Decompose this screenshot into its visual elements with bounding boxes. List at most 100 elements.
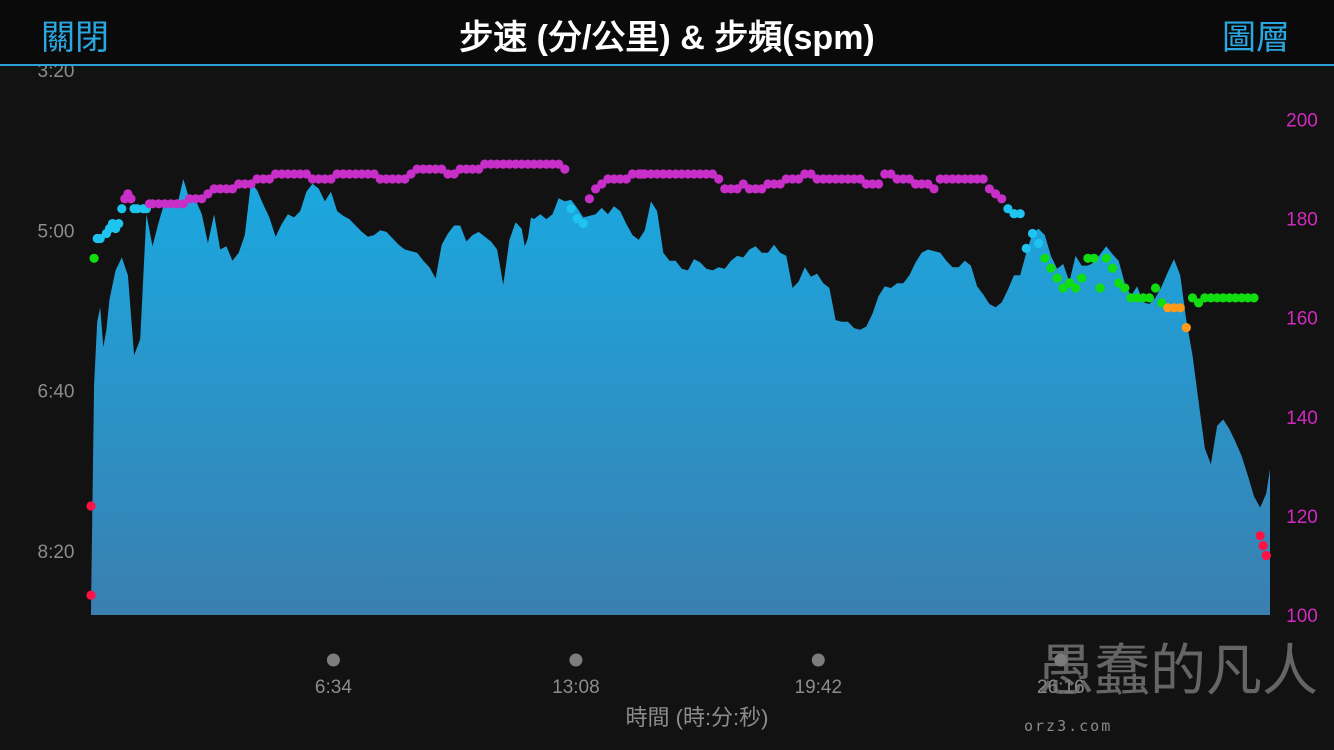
watermark-text: 愚蠢的凡人 bbox=[1038, 639, 1318, 704]
cadence-point bbox=[86, 590, 96, 600]
x-tick-marker bbox=[1054, 653, 1068, 667]
close-button[interactable]: 關閉 bbox=[41, 19, 109, 57]
cadence-point bbox=[1077, 273, 1087, 283]
cadence-point bbox=[1095, 283, 1105, 293]
x-tick-label: 26:16 bbox=[1037, 677, 1085, 698]
cadence-point bbox=[1089, 253, 1099, 263]
cadence-point bbox=[886, 169, 896, 179]
cadence-point bbox=[227, 184, 238, 194]
watermark: 愚蠢的凡人 orz3.com bbox=[1024, 639, 1318, 735]
cadence-point bbox=[126, 194, 136, 204]
cadence-point bbox=[597, 179, 607, 189]
cadence-point bbox=[738, 179, 748, 189]
cadence-point bbox=[369, 169, 379, 179]
pace-tick-label: 3:20 bbox=[38, 66, 75, 82]
cadence-point bbox=[775, 179, 785, 189]
cadence-point bbox=[997, 194, 1007, 204]
cadence-point bbox=[1144, 293, 1154, 303]
cadence-point bbox=[591, 184, 601, 194]
pace-cadence-chart[interactable]: 3:20 5:00 6:40 8:20 200 180 160 140 120 100 6:34… bbox=[0, 66, 1334, 750]
cadence-point bbox=[806, 169, 816, 179]
cadence-point bbox=[1101, 253, 1111, 263]
cadence-point bbox=[904, 174, 915, 184]
x-tick-label: 19:42 bbox=[795, 677, 843, 698]
pace-tick-label: 5:00 bbox=[38, 221, 75, 242]
cadence-point bbox=[301, 169, 311, 179]
cadence-point bbox=[707, 169, 718, 179]
layers-button[interactable]: 圖層 bbox=[1222, 19, 1290, 57]
x-tick-marker bbox=[811, 653, 825, 667]
cadence-point bbox=[1255, 531, 1265, 541]
cadence-point bbox=[1071, 283, 1081, 293]
cadence-point bbox=[1040, 253, 1050, 263]
cadence-point bbox=[1150, 283, 1161, 293]
cadence-point bbox=[757, 184, 767, 194]
x-tick-label: 13:08 bbox=[552, 677, 600, 698]
cadence-point bbox=[1181, 323, 1191, 333]
cadence-point bbox=[714, 174, 724, 184]
cadence-point bbox=[1015, 209, 1025, 219]
cadence-point bbox=[984, 184, 995, 194]
cadence-point bbox=[197, 194, 207, 204]
cadence-point bbox=[203, 189, 213, 199]
cadence-point bbox=[1187, 293, 1198, 303]
cadence-tick-label: 120 bbox=[1286, 507, 1318, 528]
cadence-point bbox=[621, 174, 631, 184]
cadence-point bbox=[584, 194, 595, 204]
cadence-point bbox=[406, 169, 416, 179]
cadence-point bbox=[929, 184, 939, 194]
chart-title: 步速 (分/公里) & 步頻(spm) bbox=[459, 19, 875, 57]
cadence-point bbox=[1194, 298, 1204, 308]
cadence-point bbox=[117, 204, 127, 214]
cadence-tick-label: 160 bbox=[1286, 309, 1318, 330]
top-bar: 關閉 步速 (分/公里) & 步頻(spm) 圖層 bbox=[0, 0, 1334, 66]
cadence-point bbox=[560, 164, 570, 174]
cadence-point bbox=[1021, 243, 1031, 253]
cadence-point bbox=[1249, 293, 1259, 303]
cadence-point bbox=[1046, 263, 1056, 273]
cadence-point bbox=[566, 204, 576, 214]
cadence-point bbox=[1064, 278, 1074, 288]
cadence-point bbox=[1261, 550, 1271, 561]
cadence-point bbox=[264, 174, 274, 184]
cadence-point bbox=[874, 179, 884, 189]
cadence-tick-label: 180 bbox=[1286, 210, 1318, 231]
cadence-point bbox=[449, 169, 459, 179]
cadence-point bbox=[1052, 273, 1062, 283]
cadence-point bbox=[578, 219, 588, 229]
cadence-point bbox=[794, 174, 804, 184]
cadence-point bbox=[923, 179, 933, 189]
cadence-point bbox=[1027, 228, 1038, 239]
cadence-point bbox=[991, 189, 1001, 199]
cadence-point bbox=[246, 179, 256, 189]
chart-panel[interactable]: 3:20 5:00 6:40 8:20 200 180 160 140 120 100 6:34… bbox=[0, 66, 1334, 750]
cadence-tick-label: 100 bbox=[1286, 606, 1318, 627]
cadence-point bbox=[554, 159, 564, 169]
cadence-point bbox=[1058, 283, 1068, 293]
cadence-point bbox=[1157, 298, 1167, 308]
cadence-point bbox=[474, 164, 484, 174]
x-tick-label: 6:34 bbox=[315, 677, 352, 698]
cadence-point bbox=[437, 164, 447, 174]
cadence-point bbox=[572, 214, 582, 224]
cadence-point bbox=[1258, 541, 1268, 551]
cadence-point bbox=[1175, 303, 1185, 313]
cadence-point bbox=[1107, 263, 1118, 273]
cadence-point bbox=[1120, 283, 1130, 293]
x-tick-marker bbox=[326, 653, 340, 667]
cadence-point bbox=[86, 501, 96, 511]
cadence-point bbox=[326, 174, 336, 184]
cadence-point bbox=[114, 219, 124, 229]
watermark-url: orz3.com bbox=[1024, 717, 1112, 735]
cadence-point bbox=[978, 174, 988, 184]
cadence-point bbox=[95, 233, 105, 244]
cadence-tick-label: 200 bbox=[1286, 111, 1318, 132]
cadence-point bbox=[1003, 204, 1013, 214]
x-axis-label: 時間 (時:分:秒) bbox=[626, 705, 769, 730]
pace-tick-label: 8:20 bbox=[38, 542, 75, 563]
cadence-point bbox=[1034, 238, 1044, 248]
cadence-point bbox=[855, 174, 865, 184]
x-tick-marker bbox=[569, 653, 583, 667]
cadence-point bbox=[400, 174, 410, 184]
cadence-point bbox=[732, 184, 742, 194]
